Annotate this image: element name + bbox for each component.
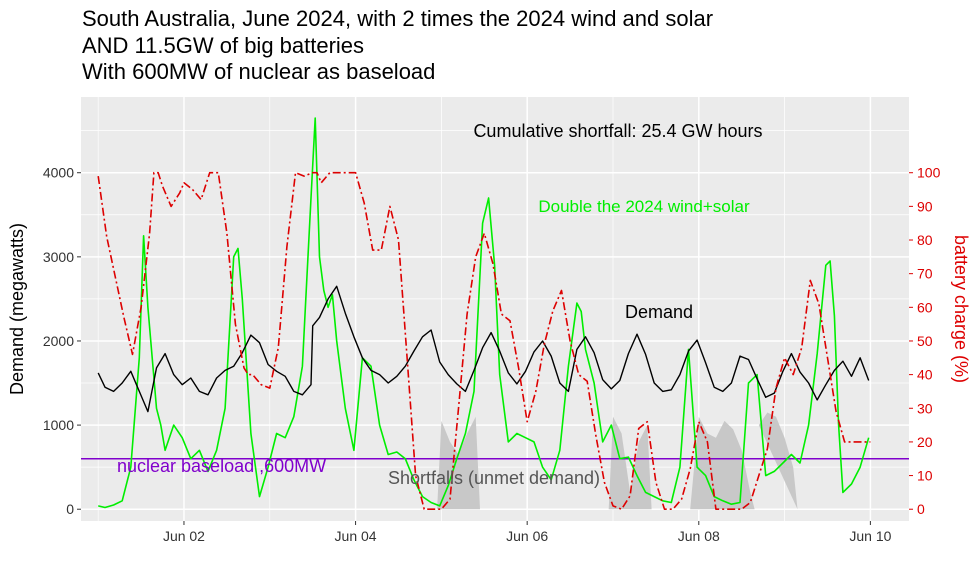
annotation-nuclear-baseload: nuclear baseload ,600MW <box>117 456 326 476</box>
y2-axis-tick-label: 30 <box>917 400 933 416</box>
annotation-demand: Demand <box>625 302 693 322</box>
series-layer <box>97 117 871 511</box>
y2-axis-tick-label: 80 <box>917 232 933 248</box>
shortfall-area <box>608 416 652 510</box>
y2-axis-tick-label: 90 <box>917 198 933 214</box>
battery-charge-line <box>97 171 871 511</box>
y-axis-tick-label: 2000 <box>43 333 74 349</box>
annotation-shortfalls: Shortfalls (unmet demand) <box>388 468 600 488</box>
y2-axis-tick-label: 100 <box>917 165 941 181</box>
y-axis-label: Demand (megawatts) <box>7 223 27 395</box>
y2-axis-tick-label: 40 <box>917 367 933 383</box>
labels-layer: Cumulative shortfall: 25.4 GW hours Doubl… <box>117 121 763 488</box>
shortfall-area <box>690 416 755 510</box>
wind-solar-line <box>98 117 870 509</box>
annotation-cumulative-shortfall: Cumulative shortfall: 25.4 GW hours <box>473 121 762 141</box>
y2-axis-tick-label: 20 <box>917 434 933 450</box>
axes-layer: 0 1000 2000 3000 4000 0 10 20 30 40 50 60 70 80 90 100 J… <box>43 165 941 544</box>
x-axis-tick-label: Jun 06 <box>506 528 548 544</box>
x-axis-tick-label: Jun 10 <box>849 528 891 544</box>
y2-axis-label: battery charge (%) <box>951 235 971 383</box>
y2-axis-tick-label: 50 <box>917 333 933 349</box>
chart-title-line-2: AND 11.5GW of big batteries <box>82 32 365 58</box>
x-axis-tick-label: Jun 02 <box>163 528 205 544</box>
annotation-wind-solar: Double the 2024 wind+solar <box>538 197 750 216</box>
shortfall-area <box>758 412 798 510</box>
y2-axis-tick-label: 10 <box>917 468 933 484</box>
chart-title-line-3: With 600MW of nuclear as baseload <box>82 59 436 84</box>
y2-axis-tick-label: 0 <box>917 501 925 517</box>
y-axis-tick-label: 3000 <box>43 249 74 265</box>
demand-line <box>97 285 870 413</box>
y-axis-tick-label: 4000 <box>43 165 74 181</box>
x-axis-tick-label: Jun 08 <box>678 528 720 544</box>
y2-axis-tick-label: 70 <box>917 266 933 282</box>
chart-title: South Australia, June 2024, with 2 times… <box>82 6 713 86</box>
x-axis-tick-label: Jun 04 <box>335 528 377 544</box>
chart-title-line-1: South Australia, June 2024, with 2 times… <box>82 6 714 31</box>
y-axis-tick-label: 0 <box>66 501 74 517</box>
y2-axis-tick-label: 60 <box>917 299 933 315</box>
y-axis-tick-label: 1000 <box>43 417 74 433</box>
